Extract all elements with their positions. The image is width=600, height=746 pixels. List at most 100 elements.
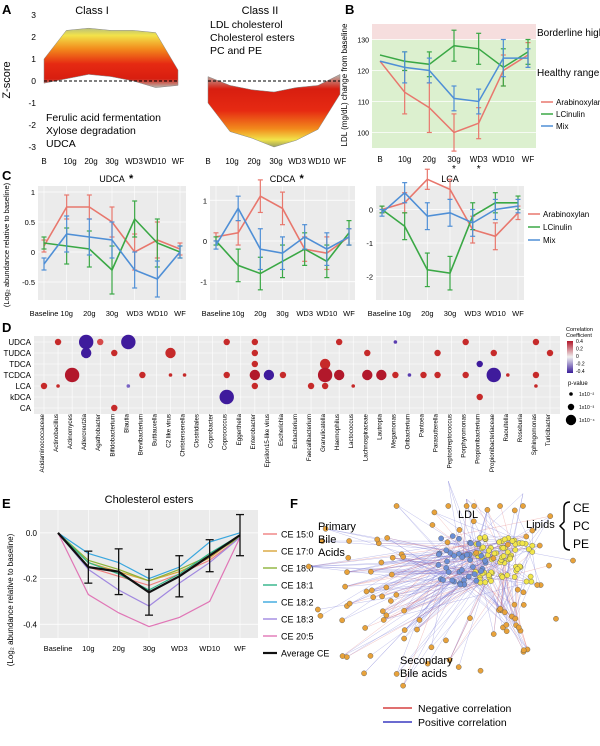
c-ytick-label: -1 [366, 239, 373, 248]
network-node [515, 624, 522, 631]
a2-xtick-label: B [205, 157, 210, 166]
network-node [363, 588, 370, 595]
d-bubble [182, 373, 187, 377]
network-node [444, 558, 450, 565]
d-column-label: Oribacterium [404, 414, 411, 449]
c-xtick-label: WD10 [485, 309, 506, 318]
d-bubble [392, 371, 399, 379]
panel-letter-e: E [2, 496, 11, 511]
primary-bile-acids-label-3: Acids [318, 547, 345, 559]
network-node [511, 574, 518, 580]
network-node [511, 601, 518, 608]
lipid-ce: CE [573, 501, 590, 515]
network-node [401, 607, 407, 614]
network-node [383, 584, 390, 591]
network-node [482, 579, 489, 586]
e-legend-label: CE 17:0 [281, 547, 314, 557]
d-bubble [506, 373, 510, 377]
d-column-label: Propionibacterium [475, 414, 482, 464]
network-node [384, 535, 390, 541]
d-column-label: Actinobacillus [53, 414, 60, 452]
network-node [503, 628, 510, 635]
network-node [512, 615, 519, 622]
d-column-label: Bifidobacterium [109, 414, 116, 457]
network-node [319, 538, 326, 544]
c-xtick-label: Baseline [202, 309, 231, 318]
a-ytick-label: -2 [28, 120, 36, 130]
a1-xtick-label: 30g [105, 157, 118, 166]
c-series-line-mix [381, 191, 519, 224]
network-node [477, 667, 484, 674]
a-ytick-label: -1 [28, 98, 36, 108]
network-node [380, 617, 387, 623]
class1-trajectory-band [43, 27, 179, 88]
c-ytick-label: -1 [200, 278, 207, 287]
network-node [512, 547, 519, 553]
c-xtick-label: WD3 [296, 309, 313, 318]
e-series-line [57, 532, 241, 628]
network-node [393, 592, 400, 598]
network-node [449, 533, 456, 539]
c-xtick-label: WD3 [126, 309, 143, 318]
network-node [520, 503, 526, 509]
network-node [500, 545, 507, 551]
network-node [527, 573, 534, 580]
d-row-label: LCA [15, 382, 31, 391]
primary-bile-acids-label-1: Primary [318, 521, 356, 533]
network-edge [345, 541, 500, 587]
d-bubble [362, 369, 373, 381]
c-series-line-mix [43, 233, 181, 280]
a1-xtick-label: 10g [63, 157, 76, 166]
d-bubble [476, 360, 483, 368]
network-node [484, 507, 491, 513]
e-xtick-label: 30g [143, 644, 156, 653]
c-xtick-label: 20g [83, 309, 96, 318]
network-node [465, 573, 472, 580]
healthy-label: Healthy range [537, 68, 600, 79]
network-edge [370, 538, 486, 572]
class2-title: Class II [242, 5, 279, 17]
network-node [520, 602, 527, 608]
d-bubble [434, 349, 441, 357]
c-xtick-label: 20g [421, 309, 434, 318]
a1-xtick-label: WD10 [144, 157, 167, 166]
c-xtick-label: 30g [106, 309, 119, 318]
network-node [478, 568, 484, 574]
network-edge [476, 580, 502, 611]
network-edge [501, 551, 533, 611]
ldl-label: LDL [458, 509, 478, 521]
network-edge [345, 567, 447, 587]
a1-xtick-label: WD3 [125, 157, 143, 166]
network-node [393, 503, 400, 509]
network-node [547, 513, 554, 519]
d-legend-size-dot [567, 403, 575, 411]
network-node [553, 615, 559, 622]
c-xtick-label: WD3 [464, 309, 481, 318]
a-ytick-label: 1 [31, 54, 36, 64]
class2-trajectory-band [207, 73, 341, 148]
network-node [416, 617, 423, 623]
network-node [369, 587, 375, 594]
network-node [471, 503, 477, 509]
c-xtick-label: 20g [254, 309, 267, 318]
network-node [346, 538, 352, 544]
network-node [570, 557, 576, 564]
d-bubble [307, 382, 315, 390]
network-edge [346, 582, 481, 658]
network-node [507, 555, 514, 562]
c-xtick-label: WF [343, 309, 355, 318]
e-ytick-label: -0.4 [23, 620, 37, 629]
network-node [305, 563, 312, 570]
network-node [438, 535, 444, 542]
network-node [456, 535, 462, 542]
d-column-label: Lautropia [376, 413, 383, 439]
c-xtick-label: Baseline [30, 309, 59, 318]
d-bubble [126, 384, 131, 388]
network-edge [308, 550, 447, 567]
class1-title: Class I [75, 5, 109, 17]
d-column-label: Actinomyces [67, 414, 74, 449]
d-column-label: Blautia [123, 413, 130, 432]
network-node [490, 555, 497, 562]
d-column-label: Adlercreutzia [81, 413, 88, 450]
network-edge [427, 579, 480, 664]
